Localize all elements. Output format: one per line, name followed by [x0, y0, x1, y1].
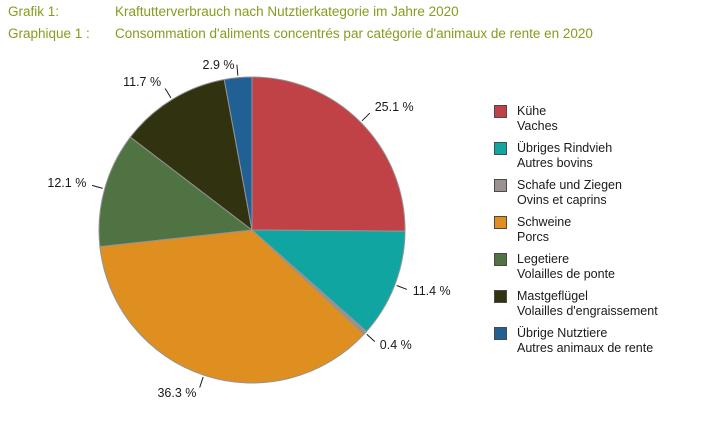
- legend-swatch-uebriges-rindvieh: [494, 142, 507, 155]
- pie-percent-label-mastgefluegel: 11.7 %: [123, 74, 162, 89]
- pie-label-tick-0: [361, 112, 371, 122]
- legend-label-fr: Vaches: [517, 118, 558, 133]
- legend-swatch-mastgefluegel: [494, 290, 507, 303]
- pie-slice-1: [250, 229, 406, 333]
- pie-percent-label-uebrige-nutztiere: 2.9 %: [202, 57, 235, 72]
- chart-title-fr: Graphique 1 : Consommation d'aliments co…: [8, 26, 720, 42]
- legend-item-schweine: Schweine Porcs: [494, 215, 658, 244]
- legend-item-uebrige-nutztiere: Übrige Nutztiere Autres animaux de rente: [494, 326, 658, 355]
- legend-swatch-schweine: [494, 216, 507, 229]
- legend-swatch-legetiere: [494, 253, 507, 266]
- pie-percent-label-kuehe: 25.1 %: [374, 100, 414, 115]
- legend-label-de: Legetiere: [517, 252, 570, 266]
- pie-slice-0: [251, 76, 406, 232]
- legend-item-schafe-ziegen: Schafe und Ziegen Ovins et caprins: [494, 178, 658, 207]
- pie-percent-label-schweine: 36.3 %: [157, 386, 197, 401]
- legend-label-fr: Volailles d'engraissement: [517, 303, 658, 318]
- pie-slice-6: [223, 76, 253, 231]
- chart-title-fr-label: Graphique 1 :: [8, 26, 90, 41]
- legend-label-de: Übriges Rindvieh: [517, 141, 613, 155]
- chart-title-de-label: Grafik 1:: [8, 4, 60, 19]
- chart-title-de-text: Kraftutterverbrauch nach Nutztierkategor…: [115, 4, 459, 19]
- legend-item-kuehe: Kühe Vaches: [494, 104, 658, 133]
- legend-swatch-schafe-ziegen: [494, 179, 507, 192]
- pie-slice-3: [99, 229, 365, 384]
- legend-label-fr: Porcs: [517, 229, 549, 244]
- pie-label-tick-1: [396, 285, 408, 290]
- pie-slice-5: [129, 78, 253, 232]
- legend-swatch-uebrige-nutztiere: [494, 327, 507, 340]
- chart-title-fr-text: Consommation d'aliments concentrés par c…: [115, 26, 593, 41]
- legend-label-fr: Autres bovins: [517, 155, 593, 170]
- pie-label-tick-6: [236, 64, 239, 76]
- legend-item-mastgefluegel: Mastgeflügel Volailles d'engraissement: [494, 289, 658, 318]
- pie-label-tick-4: [91, 184, 103, 189]
- legend-label-fr: Autres animaux de rente: [517, 340, 654, 355]
- legend-label-de: Übrige Nutztiere: [517, 326, 608, 340]
- legend-label-de: Schafe und Ziegen: [517, 178, 622, 192]
- legend-swatch-kuehe: [494, 105, 507, 118]
- legend-label-de: Mastgeflügel: [517, 289, 588, 303]
- legend-item-legetiere: Legetiere Volailles de ponte: [494, 252, 658, 281]
- legend-label-fr: Volailles de ponte: [517, 266, 615, 281]
- legend: Kühe Vaches Übriges Rindvieh Autres bovi…: [494, 104, 658, 363]
- pie-label-tick-2: [366, 333, 376, 342]
- pie-percent-label-legetiere: 12.1 %: [47, 175, 87, 190]
- pie-slice-4: [98, 136, 254, 248]
- legend-label-de: Kühe: [517, 104, 547, 118]
- legend-label-de: Schweine: [517, 215, 572, 229]
- pie-label-tick-3: [199, 376, 204, 388]
- pie-percent-label-schafe-ziegen: 0.4 %: [379, 338, 412, 353]
- legend-label-fr: Ovins et caprins: [517, 192, 607, 207]
- legend-item-uebriges-rindvieh: Übriges Rindvieh Autres bovins: [494, 141, 658, 170]
- chart-title-de: Grafik 1: Kraftutterverbrauch nach Nutzt…: [8, 4, 720, 20]
- pie-percent-label-uebriges-rindvieh: 11.4 %: [412, 284, 451, 298]
- pie-label-tick-5: [164, 88, 172, 99]
